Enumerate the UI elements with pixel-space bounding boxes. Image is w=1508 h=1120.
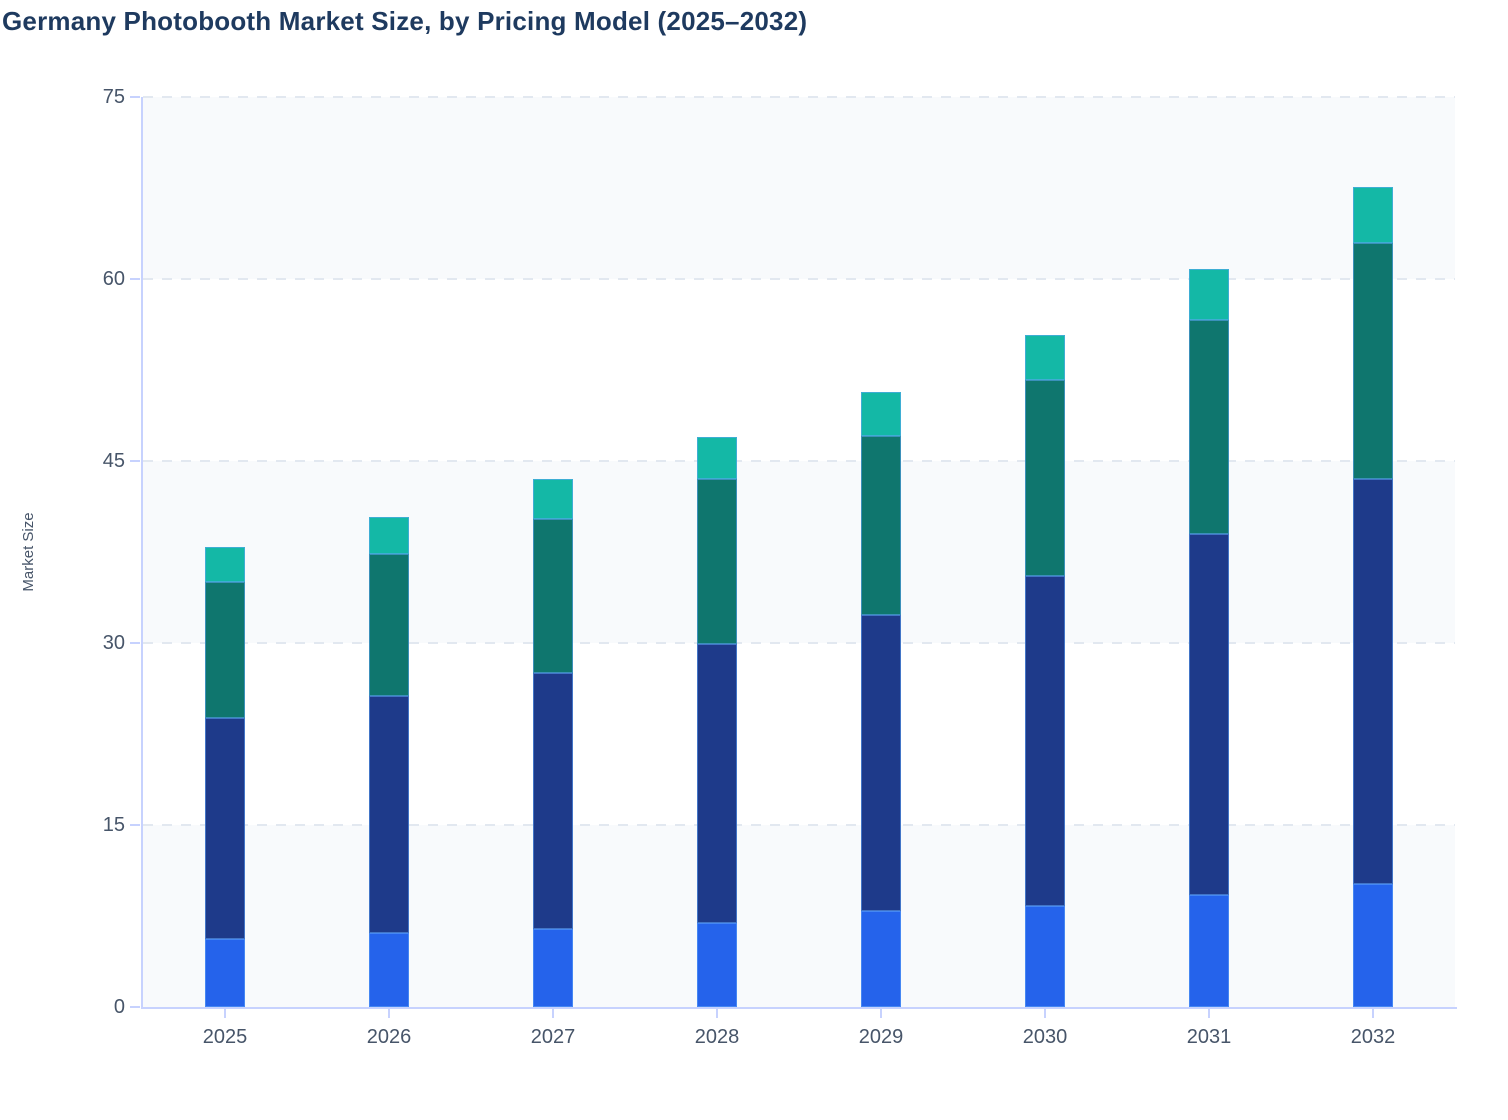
y-axis-tick <box>130 1006 140 1008</box>
bar-2025-segment-dark-teal[interactable] <box>205 582 245 719</box>
x-axis-tick <box>1372 1009 1374 1018</box>
plot-band <box>143 279 1455 461</box>
bar-2030-segment-dark-teal[interactable] <box>1025 379 1065 577</box>
bar-2030-segment-top-mint-teal[interactable] <box>1025 334 1065 380</box>
bar-2025 <box>205 97 245 1007</box>
bar-2026-segment-dark-navy[interactable] <box>369 696 409 933</box>
bar-2031-segment-top-mint-teal[interactable] <box>1189 269 1229 321</box>
gridline-15 <box>143 824 1455 826</box>
bar-2027-segment-dark-teal[interactable] <box>533 519 573 674</box>
gridline-30 <box>143 642 1455 644</box>
bar-2030 <box>1025 97 1065 1007</box>
bar-2028-segment-top-mint-teal[interactable] <box>697 436 737 480</box>
bar-2028 <box>697 97 737 1007</box>
bar-2031-segment-dark-teal[interactable] <box>1189 320 1229 534</box>
bar-2031-segment-dark-navy[interactable] <box>1189 533 1229 896</box>
bar-2032 <box>1353 97 1393 1007</box>
bar-2029-segment-top-mint-teal[interactable] <box>861 391 901 436</box>
x-axis-tick <box>552 1009 554 1018</box>
y-axis-tick <box>130 278 140 280</box>
x-axis-tick-label: 2026 <box>366 1026 412 1048</box>
x-axis-tick <box>716 1009 718 1018</box>
bar-2025-segment-top-mint-teal[interactable] <box>205 547 245 583</box>
x-axis-tick <box>1208 1009 1210 1018</box>
bar-2029 <box>861 97 901 1007</box>
y-axis-tick <box>130 460 140 462</box>
x-axis-tick-label: 2031 <box>1186 1026 1232 1048</box>
bar-2025-segment-bottom-bright-blue[interactable] <box>205 939 245 1007</box>
gridline-45 <box>143 460 1455 462</box>
x-axis-tick <box>224 1009 226 1018</box>
bar-2027 <box>533 97 573 1007</box>
x-axis-tick-label: 2032 <box>1350 1026 1396 1048</box>
x-axis-tick-label: 2030 <box>1022 1026 1068 1048</box>
bar-2028-segment-dark-navy[interactable] <box>697 644 737 924</box>
bar-2027-segment-bottom-bright-blue[interactable] <box>533 929 573 1007</box>
x-axis-tick <box>880 1009 882 1018</box>
y-axis-title: Market Size <box>20 512 37 592</box>
x-axis-tick-label: 2029 <box>858 1026 904 1048</box>
x-axis-tick-label: 2025 <box>202 1026 248 1048</box>
bar-2032-segment-dark-navy[interactable] <box>1353 479 1393 885</box>
bar-2031 <box>1189 97 1229 1007</box>
plot-band <box>143 643 1455 825</box>
bar-2029-segment-bottom-bright-blue[interactable] <box>861 911 901 1007</box>
y-axis-tick-label: 75 <box>102 86 125 108</box>
gridline-60 <box>143 278 1455 280</box>
plot-band <box>143 825 1455 1007</box>
bar-2030-segment-bottom-bright-blue[interactable] <box>1025 906 1065 1007</box>
bar-2031-segment-bottom-bright-blue[interactable] <box>1189 895 1229 1007</box>
x-axis-tick <box>388 1009 390 1018</box>
gridline-75 <box>143 96 1455 98</box>
plot-band <box>143 97 1455 279</box>
bar-2026-segment-top-mint-teal[interactable] <box>369 516 409 555</box>
plot-band <box>143 461 1455 643</box>
chart-title: Germany Photobooth Market Size, by Prici… <box>2 6 808 36</box>
bar-2032-segment-top-mint-teal[interactable] <box>1353 186 1393 243</box>
bar-2027-segment-top-mint-teal[interactable] <box>533 479 573 520</box>
bar-2025-segment-dark-navy[interactable] <box>205 718 245 940</box>
y-axis-tick-label: 45 <box>102 450 125 472</box>
bar-2029-segment-dark-navy[interactable] <box>861 615 901 912</box>
bar-2028-segment-bottom-bright-blue[interactable] <box>697 923 737 1007</box>
bar-2027-segment-dark-navy[interactable] <box>533 673 573 930</box>
x-axis-line <box>141 1007 1457 1009</box>
y-axis-line <box>141 97 143 1009</box>
y-axis-tick <box>130 96 140 98</box>
bar-2026-segment-bottom-bright-blue[interactable] <box>369 933 409 1007</box>
x-axis-tick-label: 2028 <box>694 1026 740 1048</box>
y-axis-tick-label: 30 <box>102 632 125 654</box>
bar-2029-segment-dark-teal[interactable] <box>861 435 901 616</box>
bar-2028-segment-dark-teal[interactable] <box>697 479 737 645</box>
y-axis-tick-label: 0 <box>113 996 125 1018</box>
bar-2026 <box>369 97 409 1007</box>
x-axis-tick-label: 2027 <box>530 1026 576 1048</box>
y-axis-tick-label: 15 <box>102 814 125 836</box>
bar-2032-segment-dark-teal[interactable] <box>1353 242 1393 480</box>
bar-2032-segment-bottom-bright-blue[interactable] <box>1353 884 1393 1007</box>
y-axis-tick <box>130 642 140 644</box>
plot-area: 0 15 30 45 60 75 2025 2026 2027 2028 2029 2030 2031 2… <box>103 86 1457 1048</box>
y-axis-tick-label: 60 <box>102 268 125 290</box>
y-axis-tick <box>130 824 140 826</box>
x-axis-tick <box>1044 1009 1046 1018</box>
bar-2030-segment-dark-navy[interactable] <box>1025 576 1065 907</box>
bar-2026-segment-dark-teal[interactable] <box>369 554 409 697</box>
